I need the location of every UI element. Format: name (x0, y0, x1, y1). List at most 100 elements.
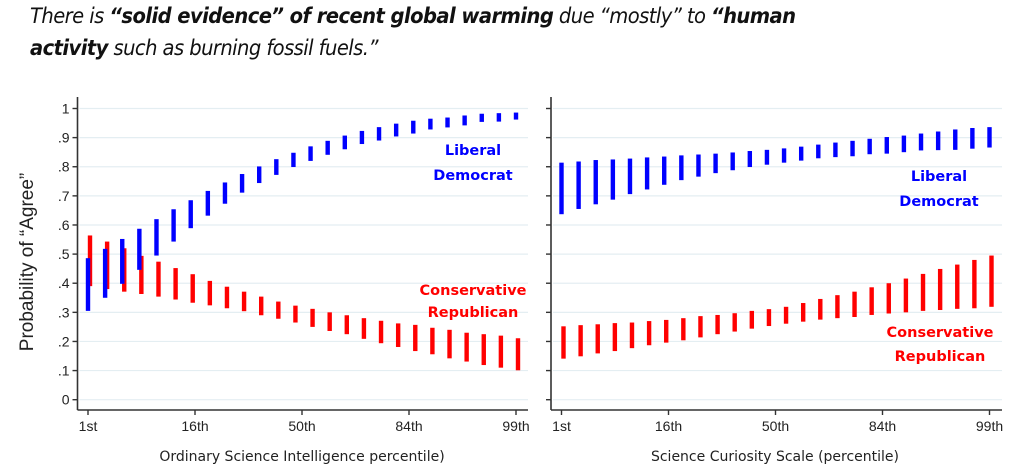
liberal-democrat-range-bar (987, 127, 992, 148)
liberal-democrat-range-bar (867, 138, 872, 155)
x-tick-label: 16th (655, 418, 682, 434)
liberal-democrat-range-bar (970, 128, 975, 149)
liberal-democrat-range-bar (559, 162, 564, 215)
conservative-republican-range-bar (886, 283, 891, 314)
liberal-democrat-range-bar (479, 113, 484, 122)
conservative-republican-label: Conservative (887, 325, 994, 341)
liberal-democrat-range-bar (359, 130, 365, 145)
liberal-democrat-range-bar (445, 117, 450, 128)
liberal-democrat-range-bar (935, 131, 941, 151)
conservative-republican-range-bar (481, 334, 486, 366)
conservative-republican-range-bar (835, 295, 840, 319)
liberal-democrat-range-bar (171, 209, 176, 242)
liberal-democrat-range-bar (713, 153, 718, 174)
x-axis-title-osi: Ordinary Science Intelligence percentile… (159, 449, 444, 465)
conservative-republican-range-bar (327, 312, 332, 331)
conservative-republican-range-bar (595, 324, 600, 354)
x-tick-label: 50th (288, 418, 315, 434)
liberal-democrat-range-bar (462, 115, 467, 126)
conservative-republican-range-bar (578, 325, 583, 357)
liberal-democrat-range-bar (188, 200, 193, 229)
y-tick-label: .2 (58, 333, 70, 349)
title-segment: due “mostly” to (553, 4, 712, 28)
liberal-democrat-range-bar (137, 228, 142, 270)
liberal-democrat-range-bar (205, 190, 211, 216)
conservative-republican-range-bar (732, 313, 737, 332)
conservative-republican-range-bar (681, 318, 686, 341)
conservative-republican-range-bar (224, 286, 230, 309)
liberal-democrat-range-bar (257, 166, 262, 184)
y-tick-label: 0 (62, 392, 70, 408)
title-segment: There is (30, 4, 110, 28)
conservative-republican-range-bar (852, 291, 857, 317)
conservative-republican-label: Conservative (420, 283, 527, 299)
liberal-democrat-range-bar (953, 129, 958, 150)
liberal-democrat-range-bar (239, 174, 245, 193)
conservative-republican-range-bar (715, 314, 720, 335)
conservative-republican-range-bar (561, 326, 566, 359)
x-tick-label: 1st (79, 418, 98, 434)
liberal-democrat-range-bar (342, 135, 347, 150)
conservative-republican-range-bar (207, 280, 213, 306)
conservative-republican-range-bar (361, 318, 367, 339)
liberal-democrat-range-bar (393, 123, 399, 137)
liberal-democrat-range-bar (376, 127, 382, 141)
panel-science-curiosity: 1st 16th 50th 84th 99th Liberal Democrat Conser… (546, 97, 1003, 434)
conservative-republican-range-bar (378, 320, 384, 344)
title-segment: activity (30, 36, 108, 60)
liberal-democrat-range-bar (901, 135, 907, 153)
conservative-republican-range-bar (629, 322, 635, 349)
liberal-democrat-range-bar (696, 154, 701, 177)
conservative-republican-range-bar (139, 255, 144, 294)
title-segment: “solid evidence” of recent global warmin… (109, 4, 554, 28)
conservative-republican-range-bar (664, 319, 669, 343)
y-tick-label: .1 (58, 363, 70, 379)
liberal-democrat-range-bar (798, 146, 804, 161)
liberal-democrat-range-bar (496, 113, 502, 122)
liberal-democrat-range-bar (291, 152, 296, 168)
x-tick-label: 16th (181, 418, 208, 434)
x-tick-label: 99th (976, 418, 1003, 434)
x-tick-label: 99th (502, 418, 529, 434)
y-tick-label: .5 (58, 246, 70, 262)
liberal-democrat-range-bar (679, 155, 684, 181)
conservative-republican-range-bar (173, 268, 178, 300)
chart-title-line-2: activity such as burning fossil fuels.” (30, 36, 379, 60)
panel-osi: 0 .1 .2 .3 .4 .5 .6 .7 .8 .9 1 1st 16th 50th 84th 99th L… (58, 97, 530, 434)
liberal-democrat-label: Democrat (433, 168, 512, 184)
liberal-democrat-range-bar (816, 144, 821, 159)
liberal-democrat-range-bar (781, 148, 787, 163)
liberal-democrat-label: Liberal (445, 143, 501, 159)
y-tick-label: 1 (62, 101, 70, 117)
liberal-democrat-range-bar (662, 156, 667, 185)
conservative-republican-range-bar (259, 296, 264, 316)
y-axis-title: Probability of “Agree” (17, 173, 38, 351)
liberal-democrat-range-bar (85, 258, 91, 311)
conservative-republican-range-bar (430, 327, 435, 355)
liberal-democrat-range-bar (154, 219, 159, 256)
liberal-democrat-range-bar (747, 151, 753, 168)
conservative-republican-range-bar (937, 268, 943, 311)
liberal-democrat-range-bar (308, 146, 313, 161)
conservative-republican-range-bar (800, 303, 806, 322)
conservative-republican-range-bar (310, 308, 315, 327)
title-segment: “human (711, 4, 796, 28)
liberal-democrat-range-bar (274, 159, 279, 175)
liberal-democrat-range-bar (222, 182, 228, 204)
liberal-democrat-range-bar (764, 149, 770, 165)
liberal-democrat-range-bar (610, 159, 616, 200)
conservative-republican-range-bar (498, 335, 504, 368)
liberal-democrat-range-bar (850, 140, 855, 157)
x-tick-label: 84th (395, 418, 422, 434)
conservative-republican-range-bar (698, 316, 703, 338)
conservative-republican-range-bar (766, 309, 772, 327)
conservative-republican-label: Republican (428, 305, 519, 321)
conservative-republican-range-bar (612, 323, 618, 352)
y-tick-label: .9 (58, 130, 70, 146)
conservative-republican-range-bar (464, 332, 469, 362)
liberal-democrat-label: Liberal (911, 169, 967, 185)
conservative-republican-range-bar (413, 324, 418, 352)
liberal-democrat-range-bar (428, 118, 433, 130)
conservative-republican-label: Republican (895, 349, 986, 365)
